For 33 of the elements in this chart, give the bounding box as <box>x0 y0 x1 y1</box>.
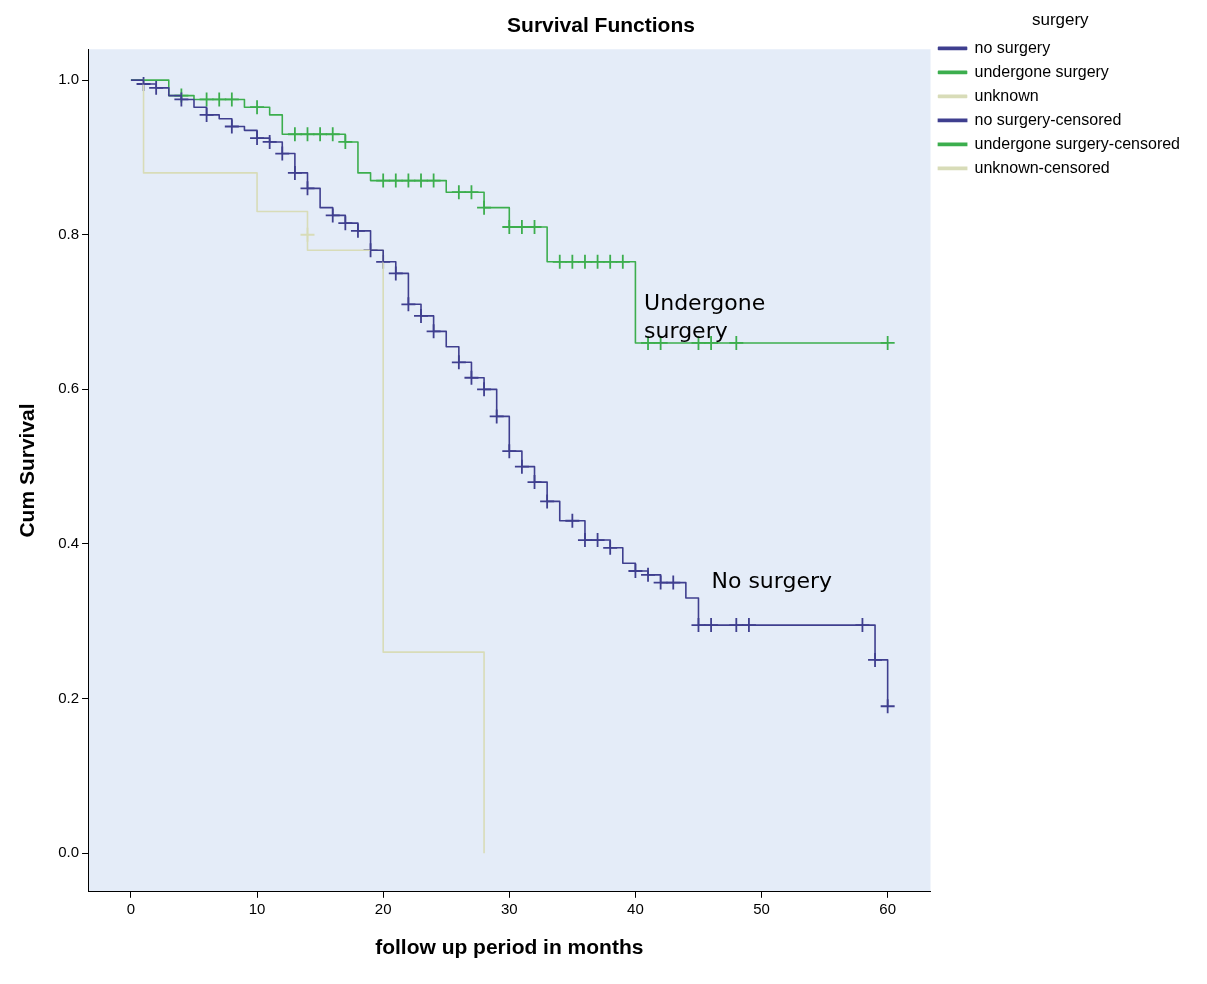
legend-label: no surgery-censored <box>974 110 1122 128</box>
legend-label: unknown <box>974 86 1039 104</box>
x-tick-label: 0 <box>126 899 136 917</box>
x-tick-label: 20 <box>374 899 392 917</box>
legend-label: undergone surgery <box>974 62 1109 80</box>
x-tick-label: 40 <box>627 899 644 917</box>
legend-title: surgery <box>1031 10 1090 30</box>
y-tick-label: 1.0 <box>58 70 80 88</box>
point <box>400 172 417 189</box>
chart-title: Survival Functions <box>507 13 695 37</box>
y-tick-label: 0.0 <box>58 843 80 861</box>
legend-label: undergone surgery-censored <box>974 134 1181 152</box>
point <box>413 172 429 189</box>
legend-label: no surgery <box>974 38 1051 56</box>
y-tick-label: 0.6 <box>58 379 80 397</box>
x-tick-label: 50 <box>753 899 770 917</box>
y-tick-label: 0.8 <box>58 224 80 242</box>
annotation: Undergone surgery <box>644 290 766 344</box>
point <box>425 172 442 189</box>
point <box>879 698 896 715</box>
x-tick-label: 10 <box>248 899 266 917</box>
x-tick-label: 30 <box>500 899 518 917</box>
point <box>375 172 392 189</box>
x-tick-label: 60 <box>879 899 896 917</box>
point <box>488 408 505 425</box>
point <box>425 323 442 340</box>
y-tick-label: 0.4 <box>58 534 80 552</box>
legend-label: unknown-censored <box>974 158 1110 176</box>
point <box>387 172 404 189</box>
y-tick-label: 0.2 <box>58 688 80 706</box>
x-axis-title: follow up period in months <box>375 935 644 959</box>
annotation: No surgery <box>711 568 833 594</box>
y-axis-title: Cum Survival <box>15 403 39 538</box>
